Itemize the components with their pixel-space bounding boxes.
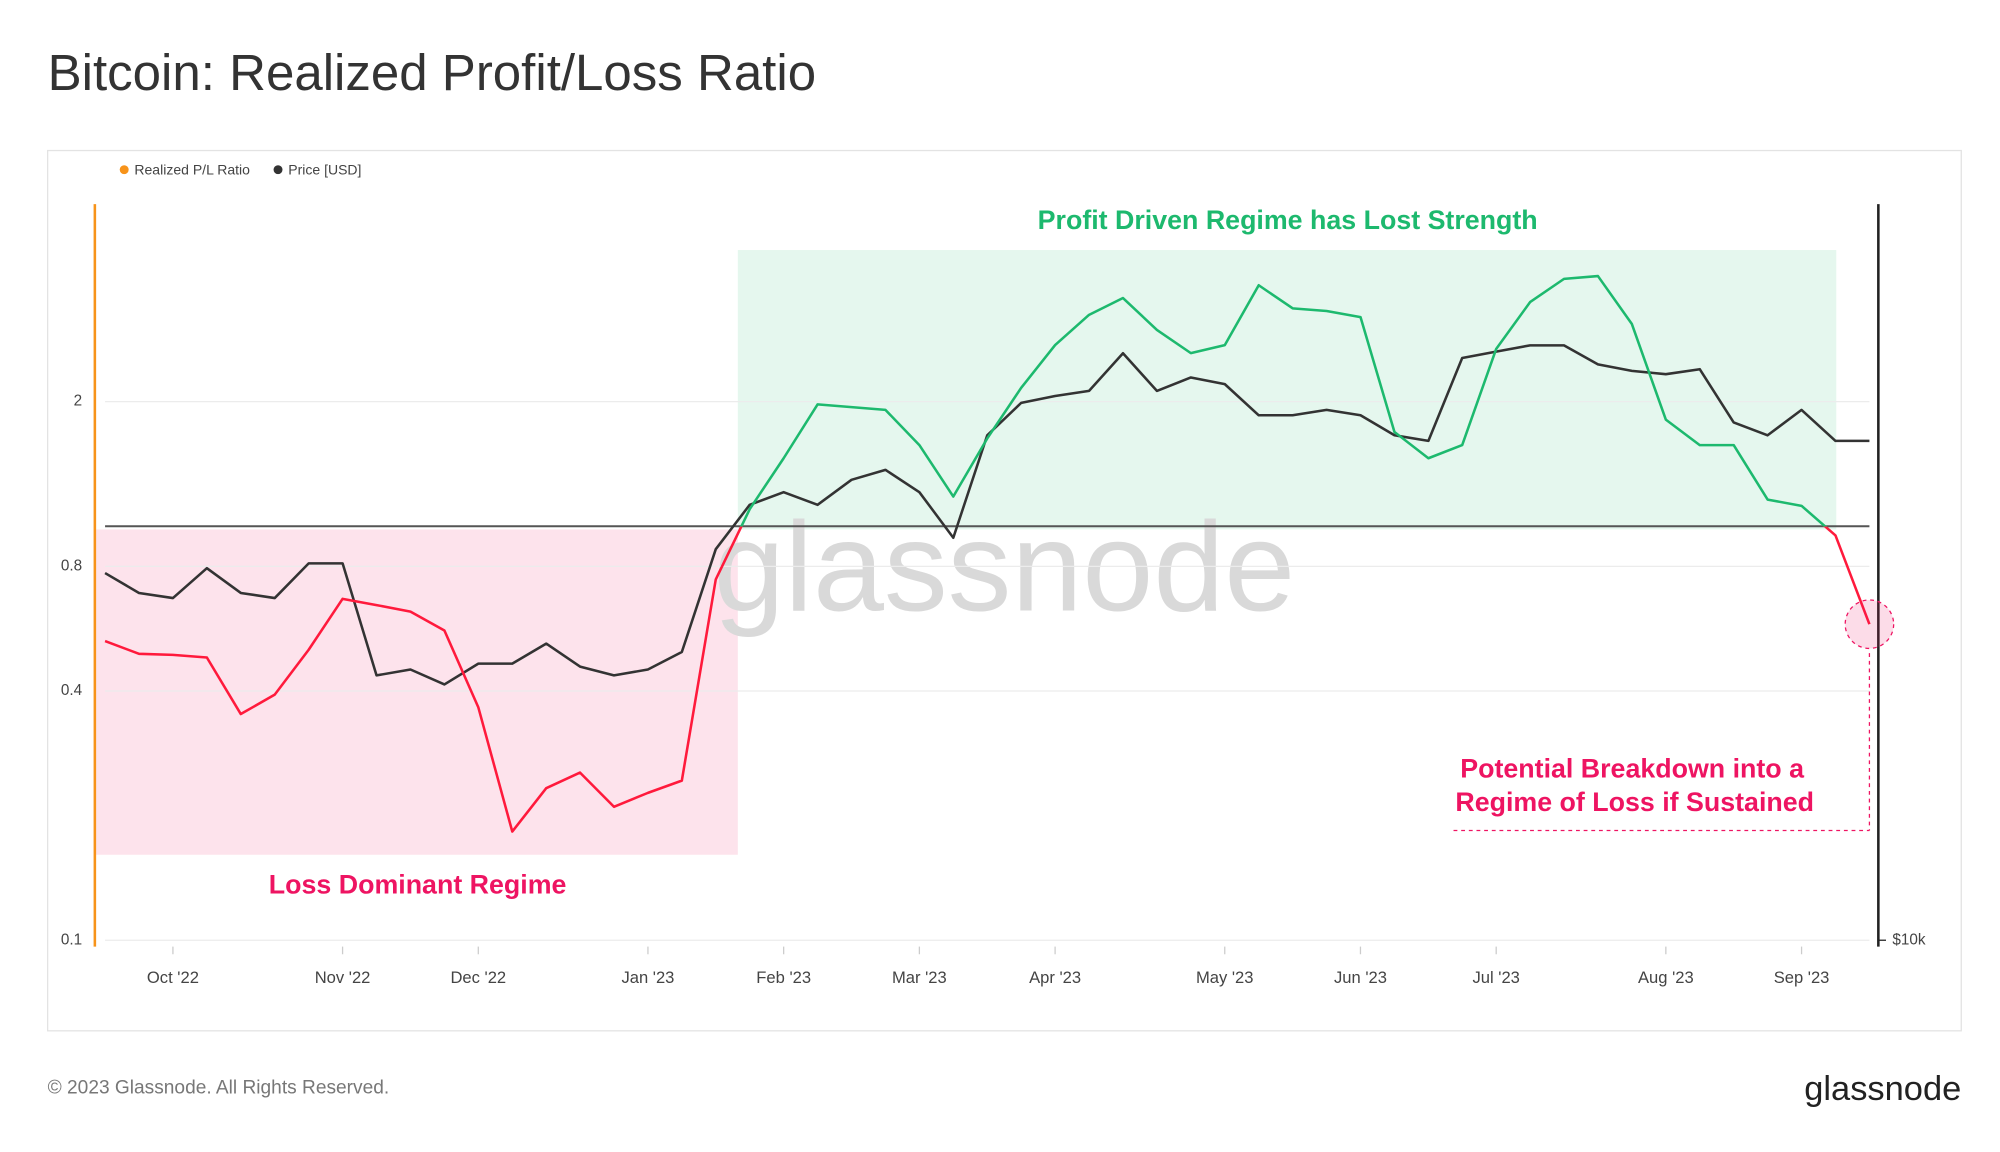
x-tick-label: Aug '23 [1638, 968, 1694, 987]
x-tick-label: Feb '23 [756, 968, 811, 987]
footer: © 2023 Glassnode. All Rights Reserved. [48, 1077, 390, 1098]
breakdown-annotation: Regime of Loss if Sustained [1455, 787, 1814, 817]
logo: glassnode [1804, 1070, 1961, 1108]
legend-label: Price [USD] [288, 162, 361, 178]
ratio-line [104, 274, 1871, 833]
price-line [104, 344, 1870, 686]
x-tick-label: Dec '22 [450, 968, 506, 987]
y-tick-label: 2 [74, 393, 83, 410]
loss-annotation: Loss Dominant Regime [269, 870, 567, 900]
loss-region [96, 529, 738, 855]
watermark: glassnode [714, 496, 1296, 638]
y-tick-label: 0.8 [61, 557, 82, 574]
legend-dot [119, 165, 129, 175]
y-tick-label: 0.4 [61, 682, 83, 699]
x-tick-label: Mar '23 [892, 968, 947, 987]
breakdown-annotation: Potential Breakdown into a [1460, 754, 1805, 784]
legend-label: Realized P/L Ratio [134, 162, 250, 178]
profit-annotation: Profit Driven Regime has Lost Strength [1038, 205, 1538, 235]
y-tick-label: 0.1 [61, 931, 82, 948]
plot [104, 274, 1871, 941]
profit-region [737, 250, 1837, 530]
y2-tick-label: $10k [1892, 931, 1926, 948]
x-tick-label: Apr '23 [1029, 968, 1081, 987]
x-tick-label: Nov '22 [315, 968, 371, 987]
x-tick-label: Sep '23 [1774, 968, 1830, 987]
breakdown-marker [1844, 599, 1895, 650]
legend-dot [273, 165, 283, 175]
x-tick-label: Jan '23 [621, 968, 674, 987]
x-tick-label: Jun '23 [1334, 968, 1387, 987]
x-tick-label: Jul '23 [1472, 968, 1519, 987]
x-tick-label: Oct '22 [147, 968, 199, 987]
chart-title: Bitcoin: Realized Profit/Loss Ratio [48, 44, 816, 101]
x-tick-label: May '23 [1196, 968, 1254, 987]
